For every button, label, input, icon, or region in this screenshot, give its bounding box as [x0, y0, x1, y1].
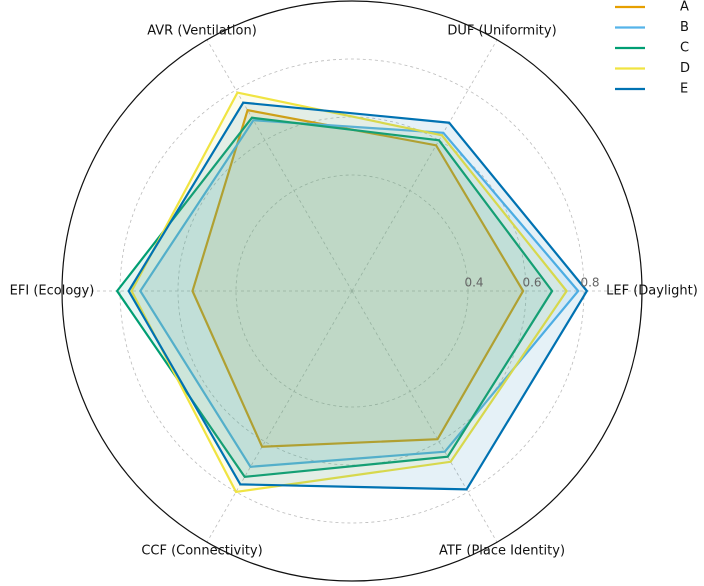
legend-label: E	[680, 82, 688, 97]
series-area	[138, 119, 580, 468]
axis-label: AVR (Ventilation)	[147, 24, 257, 39]
spoke	[206, 290, 353, 543]
series-area	[191, 108, 525, 448]
series-area	[127, 101, 589, 491]
legend-label: A	[680, 0, 689, 15]
grid-circle	[119, 58, 585, 524]
spoke	[206, 39, 353, 292]
spoke	[351, 39, 498, 292]
axis-label: EFI (Ecology)	[10, 284, 95, 299]
r-tick-label: 0.4	[464, 276, 483, 290]
legend-label: C	[680, 41, 689, 56]
spoke	[351, 290, 498, 543]
axis-label: DUF (Uniformity)	[447, 24, 556, 39]
legend-label: D	[680, 61, 690, 76]
legend-label: B	[680, 20, 689, 35]
axis-label: ATF (Place Identity)	[439, 543, 565, 558]
axis-label: LEF (Daylight)	[606, 284, 698, 299]
r-tick-label: 0.8	[580, 276, 599, 290]
r-tick-label: 0.6	[522, 276, 541, 290]
series-area	[130, 91, 568, 494]
outer-ring	[61, 0, 643, 582]
series-area	[115, 116, 554, 479]
axis-label: CCF (Connectivity)	[141, 543, 262, 558]
